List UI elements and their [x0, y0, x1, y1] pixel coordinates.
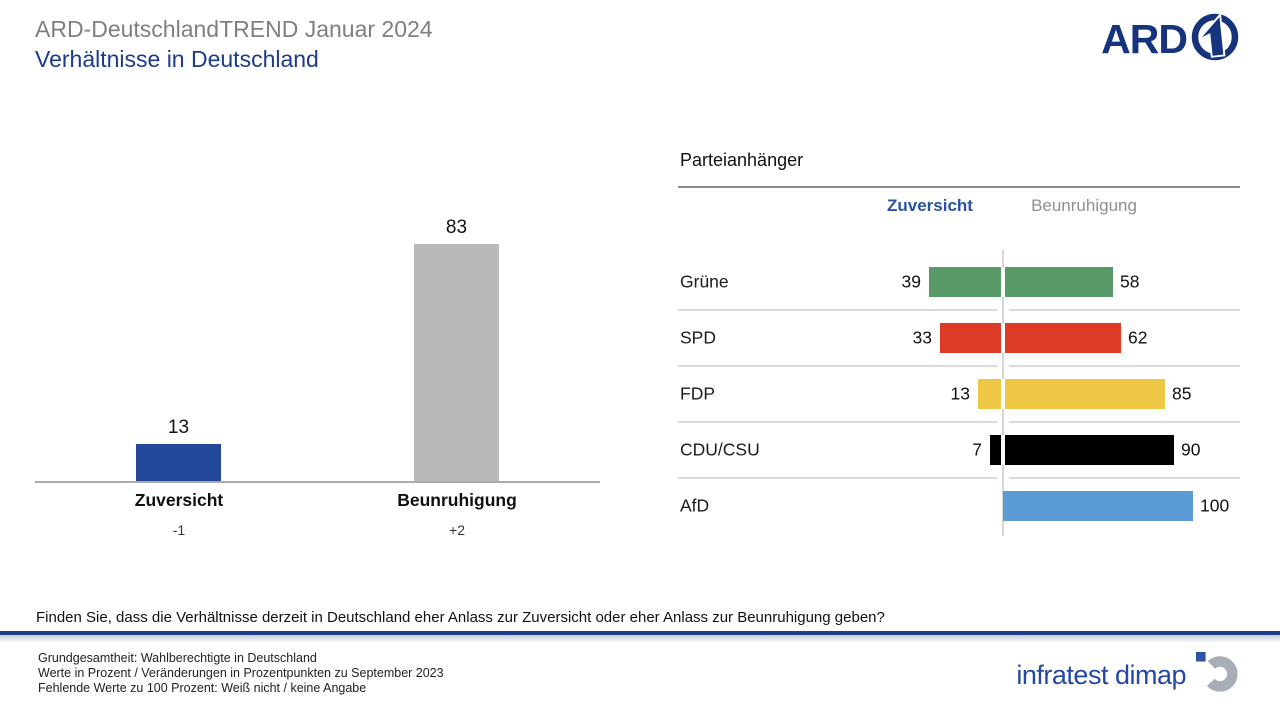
party-row-afd: AfD 100	[678, 478, 1240, 534]
column-header-beunruhigung: Beunruhigung	[1031, 196, 1137, 215]
ard-one-circle-icon	[1187, 10, 1242, 69]
fineprint-line: Werte in Prozent / Veränderungen in Proz…	[38, 666, 444, 680]
fineprint-line: Grundgesamtheit: Wahlberechtigte in Deut…	[38, 651, 317, 665]
beunruhigung-bar	[414, 244, 499, 481]
beunruhigung-value: 90	[1181, 439, 1201, 460]
zuversicht-value: 13	[950, 383, 970, 404]
row-separator	[1009, 421, 1240, 423]
row-separator	[678, 365, 997, 367]
infratest-dimap-logo: infratest dimap	[1016, 651, 1240, 700]
zuversicht-value: 7	[972, 439, 982, 460]
party-supporters-table: Parteianhänger Zuversicht Beunruhigung G…	[678, 140, 1240, 540]
footer-rule-shadow	[0, 635, 1280, 643]
party-label: FDP	[680, 383, 715, 404]
beunruhigung-bar	[1003, 491, 1193, 521]
row-separator	[1009, 309, 1240, 311]
table-title: Parteianhänger	[680, 150, 804, 170]
beunruhigung-value: 100	[1200, 495, 1230, 516]
bar-value-zuversicht: 13	[167, 417, 190, 438]
fineprint-line: Fehlende Werte zu 100 Prozent: Weiß nich…	[38, 681, 367, 695]
beunruhigung-value: 58	[1120, 271, 1140, 292]
title-block: ARD-DeutschlandTREND Januar 2024 Verhält…	[35, 14, 433, 74]
row-separator	[678, 477, 997, 479]
zuversicht-bar	[990, 435, 1003, 465]
zuversicht-bar	[940, 323, 1003, 353]
party-table-rows: Grüne 39 58 SPD 33 62 FDP 13 85 CDU/CSU 7 90 AfD 100	[678, 254, 1240, 534]
beunruhigung-bar	[1003, 323, 1121, 353]
beunruhigung-value: 85	[1172, 383, 1192, 404]
party-row-grne: Grüne 39 58	[678, 254, 1240, 311]
infratest-dimap-logo-text: infratest dimap	[1016, 660, 1186, 690]
zuversicht-value: 39	[901, 271, 921, 292]
party-row-cducsu: CDU/CSU 7 90	[678, 422, 1240, 479]
footer-blue-rule	[0, 631, 1280, 635]
bar-value-beunruhigung: 83	[445, 217, 468, 238]
party-label: AfD	[680, 495, 710, 516]
change-value-zuversicht: -1	[172, 522, 186, 538]
infratest-dimap-ring-icon	[1186, 651, 1240, 700]
survey-question: Finden Sie, dass die Verhältnisse derzei…	[36, 609, 885, 626]
party-row-fdp: FDP 13 85	[678, 366, 1240, 423]
methodology-fineprint: Grundgesamtheit: Wahlberechtigte in Deut…	[38, 651, 444, 696]
beunruhigung-bar	[1003, 379, 1165, 409]
row-separator	[1009, 365, 1240, 367]
party-label: SPD	[680, 327, 716, 348]
party-label: Grüne	[680, 271, 729, 292]
category-label-beunruhigung: Beunruhigung	[397, 490, 517, 510]
zuversicht-bar	[978, 379, 1003, 409]
ard-logo-text: ARD	[1101, 16, 1188, 62]
category-label-zuversicht: Zuversicht	[134, 490, 224, 510]
row-separator	[678, 421, 997, 423]
zuversicht-value: 33	[912, 327, 932, 348]
row-separator	[678, 309, 997, 311]
bar-group-beunruhigung: 83	[414, 217, 499, 481]
party-label: CDU/CSU	[680, 439, 760, 460]
zuversicht-bar	[929, 267, 1003, 297]
bar-group-zuversicht: 13	[136, 417, 221, 481]
national-bar-chart: 13 83 Zuversicht Beunruhigung -1 +2	[35, 200, 600, 545]
survey-kicker: ARD-DeutschlandTREND Januar 2024	[35, 16, 433, 42]
page-title: Verhältnisse in Deutschland	[35, 46, 319, 72]
row-separator	[1009, 477, 1240, 479]
change-value-beunruhigung: +2	[449, 522, 465, 538]
beunruhigung-bar	[1003, 267, 1113, 297]
column-header-zuversicht: Zuversicht	[887, 196, 973, 215]
party-row-spd: SPD 33 62	[678, 310, 1240, 367]
x-axis-line	[35, 481, 600, 483]
zuversicht-bar	[136, 444, 221, 481]
beunruhigung-bar	[1003, 435, 1174, 465]
ard-logo: ARD	[1101, 10, 1242, 69]
table-header-rule	[678, 186, 1240, 188]
beunruhigung-value: 62	[1128, 327, 1148, 348]
